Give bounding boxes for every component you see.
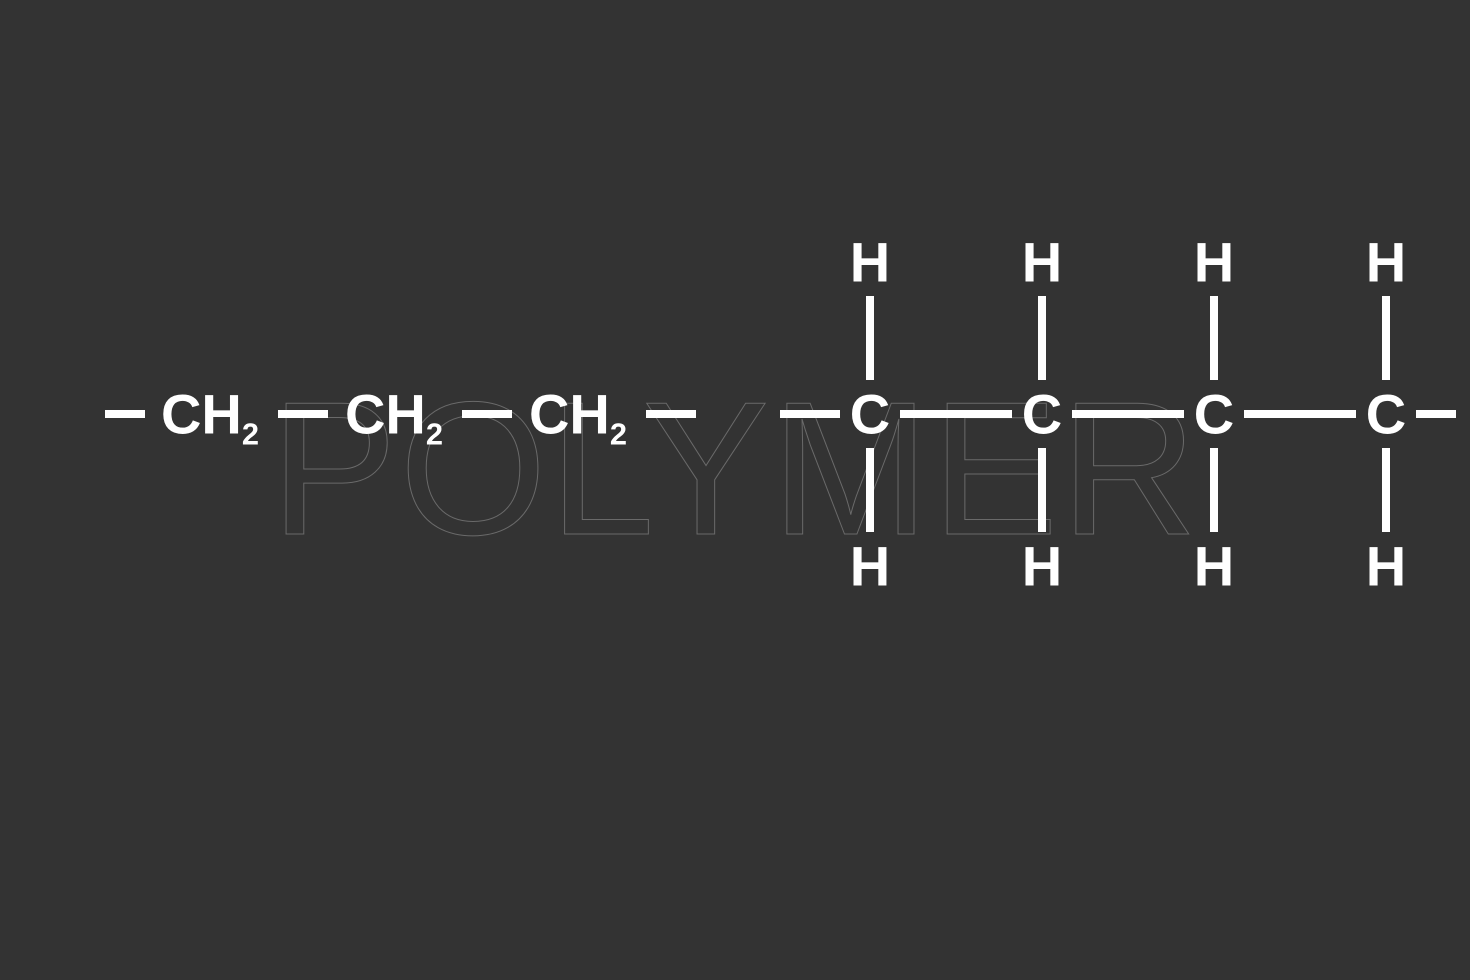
ch2-group-1: CH2: [345, 382, 443, 447]
vbond-bot-2: [1210, 448, 1218, 532]
h-bot-2: H: [1194, 534, 1234, 599]
h-top-3: H: [1366, 230, 1406, 295]
diagram-background: [0, 0, 1470, 980]
h-bot-1: H: [1022, 534, 1062, 599]
carbon-1: C: [1022, 382, 1062, 447]
vbond-top-1: [1038, 296, 1046, 380]
vbond-bot-1: [1038, 448, 1046, 532]
h-top-1: H: [1022, 230, 1062, 295]
carbon-2: C: [1194, 382, 1234, 447]
vbond-top-3: [1382, 296, 1390, 380]
ch2-main-0: CH: [161, 383, 242, 446]
left-bond-3: [646, 410, 696, 418]
right-hbond-0: [780, 410, 840, 418]
ch2-group-0: CH2: [161, 382, 259, 447]
vbond-top-0: [866, 296, 874, 380]
right-hbond-3: [1244, 410, 1356, 418]
vbond-bot-3: [1382, 448, 1390, 532]
left-bond-2: [462, 410, 512, 418]
ch2-sub-1: 2: [426, 416, 443, 451]
ch2-main-1: CH: [345, 383, 426, 446]
vbond-top-2: [1210, 296, 1218, 380]
carbon-3: C: [1366, 382, 1406, 447]
right-hbond-2: [1072, 410, 1184, 418]
h-top-0: H: [850, 230, 890, 295]
h-bot-3: H: [1366, 534, 1406, 599]
ch2-main-2: CH: [529, 383, 610, 446]
h-top-2: H: [1194, 230, 1234, 295]
ch2-group-2: CH2: [529, 382, 627, 447]
left-bond-1: [278, 410, 328, 418]
h-bot-0: H: [850, 534, 890, 599]
ch2-sub-2: 2: [610, 416, 627, 451]
ch2-sub-0: 2: [242, 416, 259, 451]
right-hbond-1: [900, 410, 1012, 418]
vbond-bot-0: [866, 448, 874, 532]
carbon-0: C: [850, 382, 890, 447]
left-bond-0: [105, 410, 145, 418]
right-hbond-4: [1416, 410, 1456, 418]
